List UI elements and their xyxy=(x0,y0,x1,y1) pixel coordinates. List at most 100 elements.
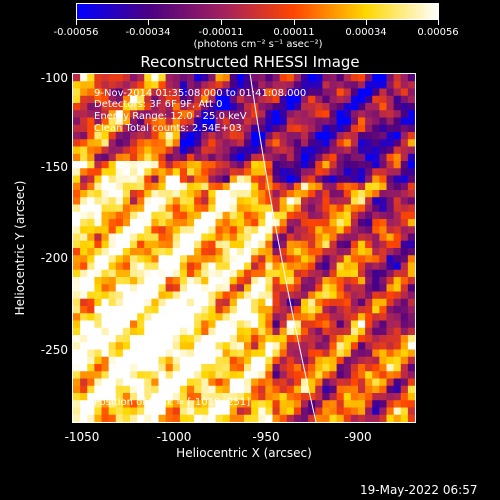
heatmap-cell xyxy=(322,153,331,162)
heatmap-cell xyxy=(165,407,174,416)
heatmap-cell xyxy=(108,117,117,126)
heatmap-cell xyxy=(130,117,138,126)
heatmap-cell xyxy=(122,356,131,365)
heatmap-cell xyxy=(80,161,88,169)
heatmap-cell xyxy=(272,95,281,104)
heatmap-cell xyxy=(172,233,181,242)
heatmap-cell xyxy=(158,277,167,285)
heatmap-cell xyxy=(222,204,231,213)
heatmap-cell xyxy=(215,284,224,292)
heatmap-cell xyxy=(251,88,259,97)
heatmap-cell xyxy=(165,117,174,126)
heatmap-cell xyxy=(101,168,110,176)
heatmap-cell xyxy=(87,327,95,336)
heatmap-cell xyxy=(122,81,131,89)
heatmap-cell xyxy=(315,248,323,256)
heatmap-cell xyxy=(187,95,195,104)
heatmap-cell xyxy=(130,306,138,314)
heatmap-cell xyxy=(187,284,195,292)
heatmap-cell xyxy=(272,400,281,408)
heatmap-cell xyxy=(350,269,359,278)
heatmap-cell xyxy=(122,284,131,292)
heatmap-cell xyxy=(130,190,138,198)
heatmap-cell xyxy=(251,110,259,118)
heatmap-cell xyxy=(144,226,152,234)
heatmap-cell xyxy=(272,204,281,213)
heatmap-cell xyxy=(244,168,252,176)
x-axis-label: Heliocentric X (arcsec) xyxy=(176,446,312,460)
heatmap-cell xyxy=(343,291,352,300)
heatmap-cell xyxy=(258,88,266,97)
heatmap-cell xyxy=(108,161,117,169)
heatmap-cell xyxy=(322,327,331,336)
heatmap-cell xyxy=(315,385,323,394)
heatmap-cell xyxy=(293,103,302,111)
heatmap-cell xyxy=(137,335,145,343)
heatmap-cell xyxy=(372,88,380,97)
heatmap-cell xyxy=(208,248,217,256)
heatmap-cell xyxy=(336,320,345,329)
heatmap-cell xyxy=(286,306,295,314)
heatmap-cell xyxy=(272,385,281,394)
heatmap-cell xyxy=(301,103,309,111)
heatmap-cell xyxy=(379,103,388,111)
heatmap-cell xyxy=(73,211,81,220)
heatmap-cell xyxy=(87,335,95,343)
heatmap-cell xyxy=(358,117,366,126)
heatmap-cell xyxy=(244,153,252,162)
heatmap-cell xyxy=(101,407,110,416)
heatmap-cell xyxy=(194,269,202,278)
heatmap-cell xyxy=(343,407,352,416)
heatmap-cell xyxy=(108,277,117,285)
heatmap-cell xyxy=(407,320,415,329)
heatmap-cell xyxy=(229,327,238,336)
heatmap-cell xyxy=(130,197,138,205)
heatmap-cell xyxy=(322,240,331,249)
heatmap-cell xyxy=(343,233,352,242)
heatmap-cell xyxy=(208,211,217,220)
heatmap-cell xyxy=(179,291,188,300)
heatmap-cell xyxy=(258,262,266,271)
heatmap-cell xyxy=(215,190,224,198)
heatmap-cell xyxy=(137,139,145,147)
heatmap-cell xyxy=(236,132,245,140)
heatmap-cell xyxy=(101,248,110,256)
heatmap-cell xyxy=(343,255,352,263)
heatmap-cell xyxy=(137,110,145,118)
heatmap-cell xyxy=(379,356,388,365)
heatmap-cell xyxy=(137,74,145,82)
heatmap-cell xyxy=(308,371,316,379)
heatmap-cell xyxy=(158,378,167,387)
heatmap-cell xyxy=(151,146,160,155)
heatmap-cell xyxy=(215,74,224,82)
heatmap-cell xyxy=(279,385,288,394)
heatmap-cell xyxy=(115,393,124,401)
heatmap-cell xyxy=(272,211,281,220)
heatmap-cell xyxy=(179,364,188,372)
heatmap-cell xyxy=(279,168,288,176)
heatmap-cell xyxy=(279,226,288,234)
heatmap-cell xyxy=(80,313,88,321)
heatmap-cell xyxy=(251,233,259,242)
heatmap-cell xyxy=(172,327,181,336)
heatmap-cell xyxy=(151,269,160,278)
heatmap-cell xyxy=(194,349,202,358)
heatmap-cell xyxy=(258,371,266,379)
heatmap-cell xyxy=(130,175,138,184)
heatmap-cell xyxy=(122,103,131,111)
heatmap-cell xyxy=(73,277,81,285)
heatmap-cell xyxy=(272,74,281,82)
heatmap-cell xyxy=(400,320,409,329)
heatmap-cell xyxy=(201,371,209,379)
heatmap-cell xyxy=(286,117,295,126)
heatmap-cell xyxy=(137,393,145,401)
heatmap-cell xyxy=(201,204,209,213)
heatmap-cell xyxy=(208,255,217,263)
heatmap-cell xyxy=(329,81,338,89)
heatmap-cell xyxy=(244,139,252,147)
heatmap-cell xyxy=(308,153,316,162)
heatmap-cell xyxy=(229,269,238,278)
heatmap-cell xyxy=(379,378,388,387)
heatmap-cell xyxy=(165,146,174,155)
heatmap-cell xyxy=(372,327,380,336)
